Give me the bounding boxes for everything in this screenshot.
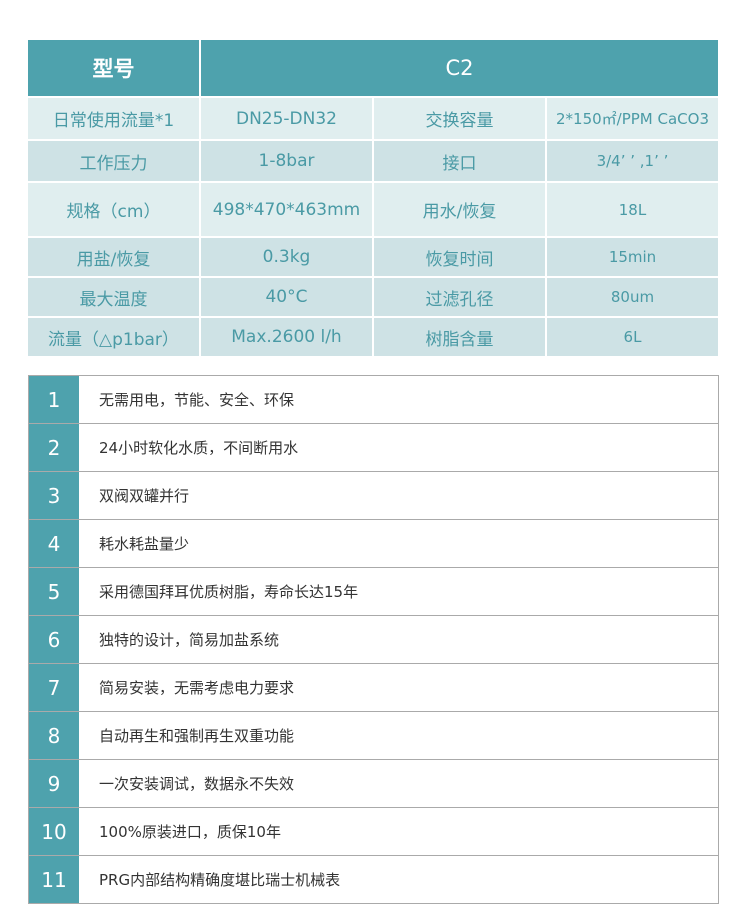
spec-cell: DN25-DN32 [201, 98, 374, 139]
feature-text: 100%原装进口，质保10年 [99, 823, 281, 841]
spec-cell: 498*470*463mm [201, 183, 374, 236]
feature-number: 3 [29, 472, 79, 519]
spec-cell: 流量（△p1bar） [28, 318, 201, 356]
feature-number: 8 [29, 712, 79, 759]
spec-header: 型号 C2 [28, 40, 718, 96]
feature-number: 1 [29, 376, 79, 423]
spec-cell: Max.2600 l/h [201, 318, 374, 356]
feature-text: 简易安装，无需考虑电力要求 [99, 679, 295, 697]
model-value: C2 [445, 56, 474, 80]
feature-number: 2 [29, 424, 79, 471]
spec-row: 流量（△p1bar） Max.2600 l/h 树脂含量 6L [28, 316, 718, 356]
spec-cell: 最大温度 [28, 278, 201, 316]
feature-item: 10 100%原装进口，质保10年 [29, 808, 718, 856]
feature-number: 11 [29, 856, 79, 903]
feature-item: 11 PRG内部结构精确度堪比瑞士机械表 [29, 856, 718, 904]
spec-cell: 40°C [201, 278, 374, 316]
feature-item: 6 独特的设计，简易加盐系统 [29, 616, 718, 664]
spec-cell: 交换容量 [374, 98, 547, 139]
spec-cell: 80um [610, 288, 655, 306]
feature-text: 双阀双罐并行 [99, 487, 190, 505]
spec-cell: 0.3kg [201, 238, 374, 276]
feature-text: 一次安装调试，数据永不失效 [99, 775, 295, 793]
spec-cell: 1-8bar [201, 141, 374, 181]
feature-item: 4 耗水耗盐量少 [29, 520, 718, 568]
feature-number: 9 [29, 760, 79, 807]
feature-item: 9 一次安装调试，数据永不失效 [29, 760, 718, 808]
feature-number: 7 [29, 664, 79, 711]
feature-list: 1 无需用电，节能、安全、环保 2 24小时软化水质，不间断用水 3 双阀双罐并行 4 耗水耗… [28, 375, 719, 904]
feature-text: 独特的设计，简易加盐系统 [99, 631, 280, 649]
spec-row: 日常使用流量*1 DN25-DN32 交换容量 2*150㎡/PPM CaCO3 [28, 96, 718, 139]
feature-item: 2 24小时软化水质，不间断用水 [29, 424, 718, 472]
spec-cell: 日常使用流量*1 [28, 98, 201, 139]
spec-cell: 6L [623, 328, 642, 346]
feature-text: 耗水耗盐量少 [99, 535, 190, 553]
feature-item: 7 简易安装，无需考虑电力要求 [29, 664, 718, 712]
spec-cell: 规格（cm） [28, 183, 201, 236]
spec-cell: 过滤孔径 [374, 278, 547, 316]
feature-item: 1 无需用电，节能、安全、环保 [29, 376, 718, 424]
feature-item: 8 自动再生和强制再生双重功能 [29, 712, 718, 760]
spec-row: 用盐/恢复 0.3kg 恢复时间 15min [28, 236, 718, 276]
feature-item: 5 采用德国拜耳优质树脂，寿命长达15年 [29, 568, 718, 616]
feature-text: 自动再生和强制再生双重功能 [99, 727, 295, 745]
feature-number: 4 [29, 520, 79, 567]
feature-number: 6 [29, 616, 79, 663]
spec-cell: 恢复时间 [374, 238, 547, 276]
feature-text: 采用德国拜耳优质树脂，寿命长达15年 [99, 583, 359, 601]
spec-cell: 用水/恢复 [374, 183, 547, 236]
spec-cell: 18L [618, 200, 647, 219]
spec-row: 最大温度 40°C 过滤孔径 80um [28, 276, 718, 316]
spec-cell: 15min [608, 248, 657, 266]
feature-text: 无需用电，节能、安全、环保 [99, 391, 295, 409]
spec-cell: 接口 [374, 141, 547, 181]
spec-cell: 2*150㎡/PPM CaCO3 [555, 110, 710, 128]
feature-number: 10 [29, 808, 79, 855]
feature-item: 3 双阀双罐并行 [29, 472, 718, 520]
spec-cell: 树脂含量 [374, 318, 547, 356]
model-label: 型号 [28, 40, 201, 96]
spec-cell: 工作压力 [28, 141, 201, 181]
spec-cell: 3/4’ ’ ,1’ ’ [596, 152, 669, 170]
spec-cell: 用盐/恢复 [28, 238, 201, 276]
spec-row: 工作压力 1-8bar 接口 3/4’ ’ ,1’ ’ [28, 139, 718, 181]
feature-text: 24小时软化水质，不间断用水 [99, 439, 299, 457]
spec-table: 型号 C2 日常使用流量*1 DN25-DN32 交换容量 2*150㎡/PPM Ca… [28, 40, 718, 356]
feature-text: PRG内部结构精确度堪比瑞士机械表 [99, 871, 341, 889]
spec-row: 规格（cm） 498*470*463mm 用水/恢复 18L [28, 181, 718, 236]
feature-number: 5 [29, 568, 79, 615]
